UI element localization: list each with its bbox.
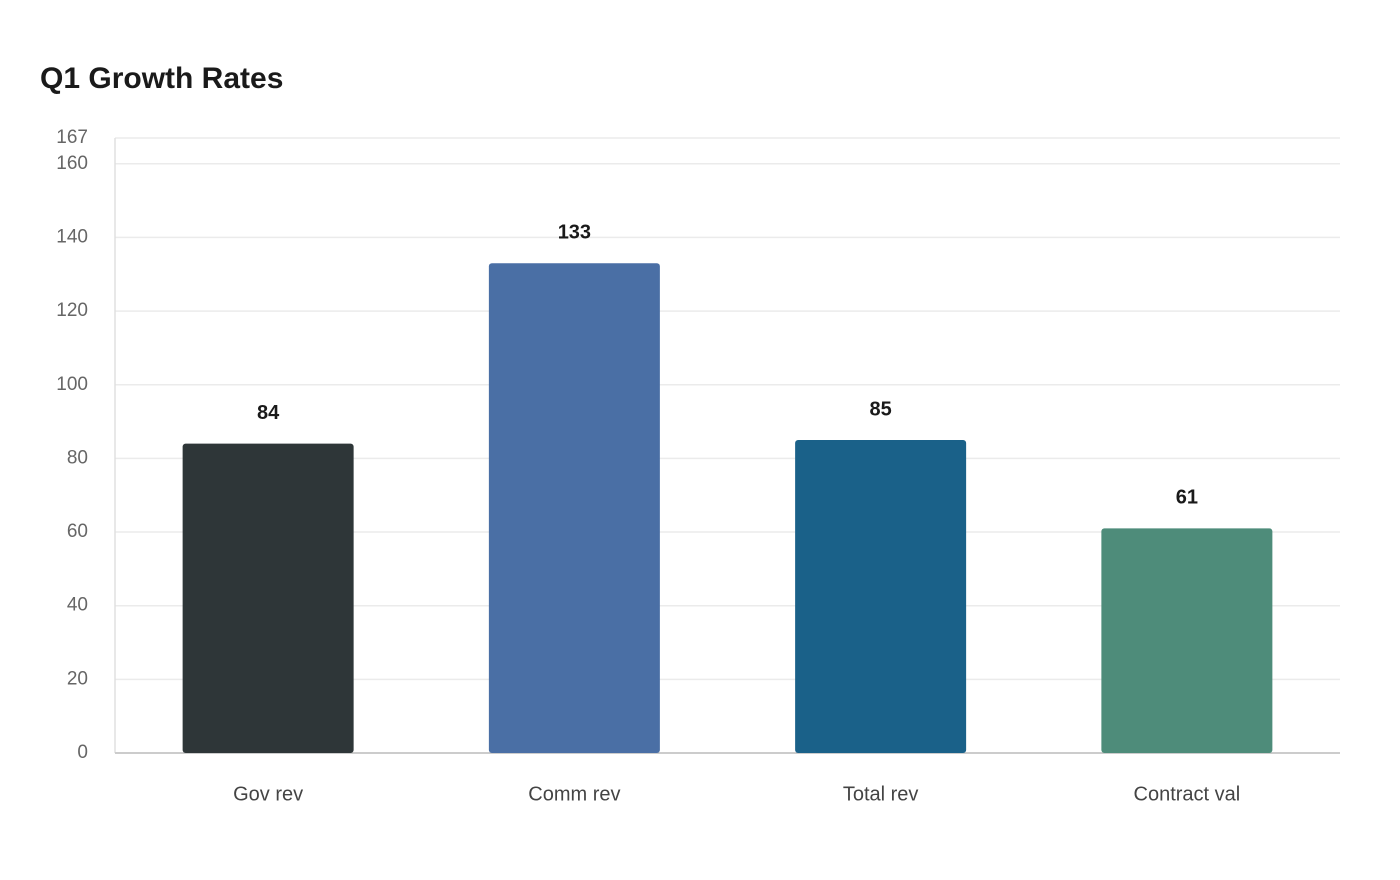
y-tick-label: 120 (56, 300, 88, 321)
y-tick-label: 160 (56, 153, 88, 174)
y-tick-label: 80 (67, 447, 88, 468)
x-tick-label: Contract val (1134, 783, 1241, 805)
y-tick-label: 167 (56, 127, 88, 148)
chart-title: Q1 Growth Rates (40, 62, 283, 95)
x-tick-label: Total rev (843, 783, 919, 805)
bar (795, 439, 967, 753)
y-tick-label: 40 (67, 595, 88, 616)
bar (1101, 528, 1273, 753)
value-label: 85 (870, 398, 892, 420)
y-tick-label: 0 (77, 742, 88, 763)
y-tick-label: 140 (56, 226, 88, 247)
y-tick-label: 60 (67, 521, 88, 542)
bar (488, 263, 660, 753)
x-tick-label: Comm rev (528, 783, 620, 805)
value-label: 133 (558, 221, 591, 243)
x-tick-label: Gov rev (233, 783, 303, 805)
bar (182, 443, 354, 753)
value-label: 61 (1176, 487, 1198, 509)
value-label: 84 (257, 402, 280, 424)
y-tick-label: 100 (56, 374, 88, 395)
y-tick-label: 20 (67, 668, 88, 689)
